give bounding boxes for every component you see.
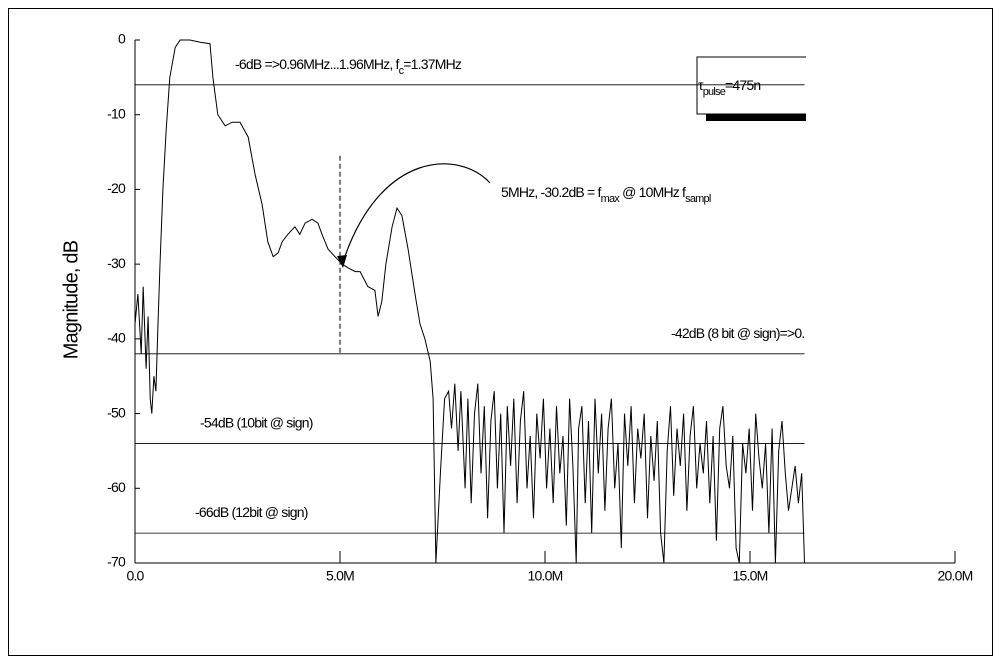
reference-label-part: c bbox=[399, 65, 405, 77]
reference-label-part: -42dB (8 bit @ sign)=>0. bbox=[671, 325, 805, 341]
arrow-head bbox=[337, 255, 347, 268]
reference-label-part: -6dB =>0.96MHz...1.96MHz, f bbox=[235, 56, 400, 72]
pulse-box bbox=[696, 56, 806, 115]
x-tick-label: 5.0M bbox=[326, 568, 354, 584]
reference-label: -66dB (12bit @ sign) bbox=[195, 504, 308, 520]
pulse-label-part: =475n bbox=[725, 77, 760, 93]
pulse-label-part: pulse bbox=[703, 86, 726, 98]
x-tick-label: 10.0M bbox=[528, 568, 563, 584]
reference-label-part: =1.37MHz bbox=[403, 56, 462, 72]
y-tick-label: -70 bbox=[107, 554, 126, 570]
frame bbox=[8, 8, 993, 656]
pulse-shadow bbox=[706, 114, 806, 121]
y-tick-label: -40 bbox=[107, 330, 126, 346]
reference-label: -6dB =>0.96MHz...1.96MHz, fc=1.37MHz bbox=[235, 56, 462, 77]
reference-label-part: -66dB (12bit @ sign) bbox=[195, 504, 308, 520]
x-tick-label: 0.0 bbox=[126, 568, 144, 584]
pulse-label: τpulse=475n bbox=[698, 77, 760, 98]
x-tick-label: 20.0M bbox=[938, 568, 973, 584]
y-tick-label: -60 bbox=[107, 479, 126, 495]
annotation-part: max bbox=[601, 193, 621, 205]
arrow bbox=[342, 163, 491, 263]
y-tick-label: -10 bbox=[107, 105, 126, 121]
reference-label: -54dB (10bit @ sign) bbox=[200, 414, 313, 430]
y-tick-label: 0 bbox=[118, 31, 126, 47]
y-tick-label: -20 bbox=[107, 180, 126, 196]
x-tick-label: 15.0M bbox=[733, 568, 768, 584]
y-axis-label: Magnitude, dB bbox=[60, 240, 82, 359]
annotation-part: @ 10MHz f bbox=[619, 184, 686, 200]
y-tick-label: -30 bbox=[107, 255, 126, 271]
annotation-part: sampl bbox=[685, 193, 711, 205]
data-line bbox=[134, 39, 805, 564]
y-tick-label: -50 bbox=[107, 404, 126, 420]
reference-label-part: -54dB (10bit @ sign) bbox=[200, 414, 313, 430]
pulse-label-part: τ bbox=[698, 77, 704, 93]
annotation-part: 5MHz, -30.2dB = f bbox=[501, 184, 602, 200]
reference-label: -42dB (8 bit @ sign)=>0. bbox=[671, 325, 805, 341]
annotation: 5MHz, -30.2dB = fmax @ 10MHz fsampl bbox=[501, 184, 711, 205]
